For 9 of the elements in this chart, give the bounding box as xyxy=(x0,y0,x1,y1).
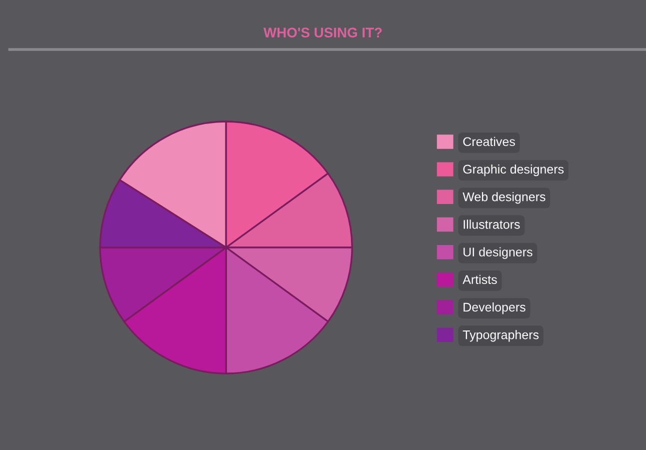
legend-label: UI designers xyxy=(464,247,532,259)
legend-label: Typographers xyxy=(462,330,539,342)
legend-label: Developers xyxy=(464,302,526,314)
legend-label: Artists xyxy=(462,274,497,284)
chart-title: WHO'S USING IT? xyxy=(263,28,382,38)
legend-label: Illustrators xyxy=(464,220,520,229)
legend-label: Graphic designers xyxy=(463,164,564,176)
legend-label: Creatives xyxy=(463,136,515,146)
legend-label: Web designers xyxy=(462,192,546,204)
